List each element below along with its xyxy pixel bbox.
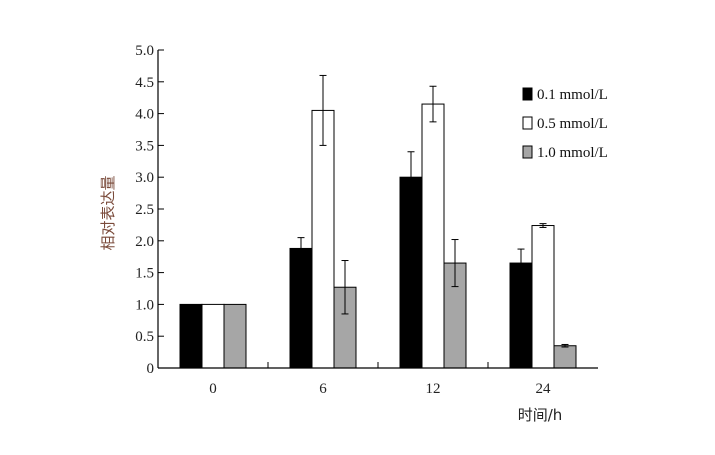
x-tick-label: 6 [319,381,327,397]
bar-0-series-2 [201,303,225,369]
y-tick-label: 4.5 [135,75,154,91]
y-axis-title: 相对表达量 [99,175,117,250]
bar-6-series-2 [311,109,335,369]
y-tick-label: 0.5 [135,329,154,345]
y-tick-label: 1.0 [135,297,154,313]
x-axis-title: 时间/h [518,406,563,424]
error-bars [297,74,569,348]
y-tick-label: 1.5 [135,266,154,282]
y-tick-label: 2.5 [135,202,154,218]
bar-24-series-2 [531,225,555,369]
bars [179,103,577,369]
bar-24-series-1 [509,262,533,369]
legend: 0.1 mmol/L 0.5 mmol/L 1.0 mmol/L [522,87,608,161]
legend-label-2: 0.5 mmol/L [537,116,608,132]
x-tick-label: 12 [426,381,441,397]
legend-swatch-2 [522,116,533,130]
bar-0-series-1 [179,303,203,369]
y-tick-label: 5.0 [135,43,154,59]
y-tick-label: 4.0 [135,107,154,123]
y-tick-label: 0 [147,361,155,377]
bar-24-series-3 [553,345,577,369]
bar-12-series-1 [399,176,423,369]
bar-6-series-1 [289,247,313,369]
x-axis-ticks: 0 6 12 24 [209,362,551,397]
legend-swatch-1 [522,87,533,101]
y-tick-label: 3.0 [135,170,154,186]
bar-12-series-2 [421,103,445,369]
legend-swatch-3 [522,145,533,159]
x-tick-label: 0 [209,381,217,397]
y-tick-label: 3.5 [135,138,154,154]
legend-label-3: 1.0 mmol/L [537,145,608,161]
x-tick-label: 24 [536,381,552,397]
y-tick-label: 2.0 [135,234,154,250]
bar-0-series-3 [223,303,247,369]
y-axis-ticks: 0 0.5 1.0 1.5 2.0 2.5 3.0 3.5 4.0 4.5 5.0 [135,43,164,377]
legend-label-1: 0.1 mmol/L [537,87,608,103]
